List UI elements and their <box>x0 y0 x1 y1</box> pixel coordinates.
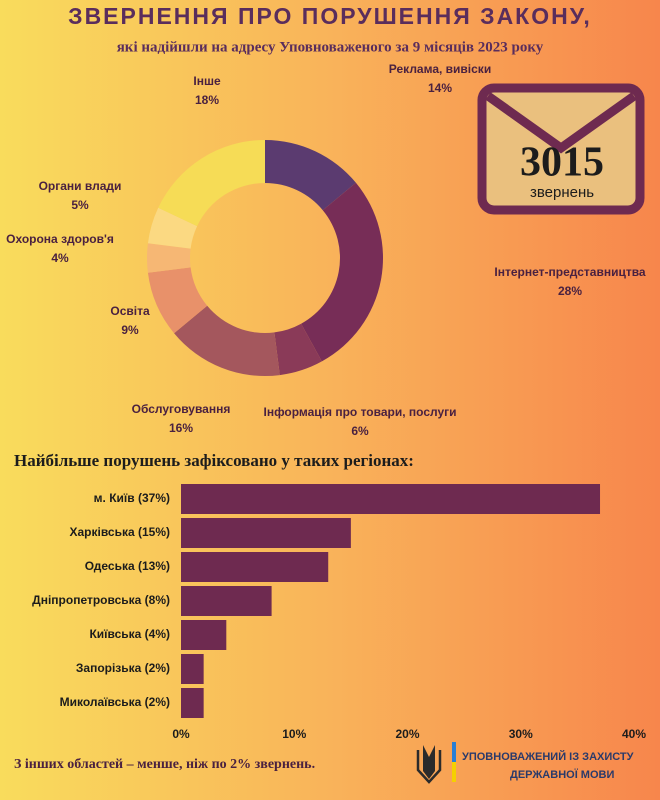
bar-category-label: Київська (4%) <box>89 627 170 641</box>
bar <box>181 518 351 548</box>
bar-category-label: Запорізька (2%) <box>76 661 170 675</box>
bar-category-label: Одеська (13%) <box>85 559 170 573</box>
donut-slice <box>174 305 280 377</box>
x-tick-label: 0% <box>172 727 190 741</box>
envelope: 3015 звернень <box>477 83 645 215</box>
slice-value-label: 5% <box>71 198 89 212</box>
bar-category-label: Дніпропетровська (8%) <box>32 593 170 607</box>
emblem <box>416 742 456 784</box>
x-tick-label: 30% <box>509 727 533 741</box>
bar <box>181 484 601 514</box>
bar <box>181 654 204 684</box>
donut-slice <box>265 140 356 211</box>
slice-label: Інтернет-представництва <box>494 265 646 279</box>
slice-label: Органи влади <box>39 179 122 193</box>
bar <box>181 552 329 582</box>
slice-value-label: 28% <box>558 284 582 298</box>
donut-slice <box>147 267 208 334</box>
slice-value-label: 18% <box>195 93 219 107</box>
slice-value-label: 6% <box>351 424 369 438</box>
donut-slice <box>147 243 191 273</box>
badge-label: звернень <box>530 184 594 201</box>
slice-label: Охорона здоров'я <box>6 232 114 246</box>
slice-label: Реклама, вивіски <box>389 62 491 76</box>
slice-label: Інформація про товари, послуги <box>263 405 456 419</box>
bar-chart-title: Найбільше порушень зафіксовано у таких р… <box>14 451 414 470</box>
donut-slice <box>274 323 322 376</box>
badge-number: 3015 <box>520 140 604 186</box>
x-tick-label: 20% <box>395 727 419 741</box>
bar <box>181 688 204 718</box>
x-tick-label: 40% <box>622 727 646 741</box>
slice-label: Інше <box>193 74 221 88</box>
slice-label: Освіта <box>110 304 150 318</box>
title: ЗВЕРНЕННЯ ПРО ПОРУШЕННЯ ЗАКОНУ, <box>68 3 592 29</box>
org-line: УПОВНОВАЖЕНИЙ ІЗ ЗАХИСТУ <box>462 750 634 763</box>
donut-slice <box>147 207 198 249</box>
bar <box>181 620 227 650</box>
bar-category-label: Харківська (15%) <box>70 525 171 539</box>
org-line: ДЕРЖАВНОЇ МОВИ <box>510 768 614 781</box>
bar-category-label: Миколаївська (2%) <box>60 695 170 709</box>
x-tick-label: 10% <box>282 727 306 741</box>
slice-value-label: 4% <box>51 251 69 265</box>
donut-slice <box>301 182 383 362</box>
bar-category-label: м. Київ (37%) <box>94 491 170 505</box>
donut-slice <box>158 140 265 227</box>
slice-label: Обслуговування <box>132 402 231 416</box>
subtitle: які надійшли на адресу Уповноваженого за… <box>117 39 544 55</box>
slice-value-label: 9% <box>121 323 139 337</box>
footer-note: З інших областей – менше, ніж по 2% звер… <box>14 757 315 772</box>
slice-value-label: 14% <box>428 81 452 95</box>
slice-value-label: 16% <box>169 421 193 435</box>
bar <box>181 586 272 616</box>
